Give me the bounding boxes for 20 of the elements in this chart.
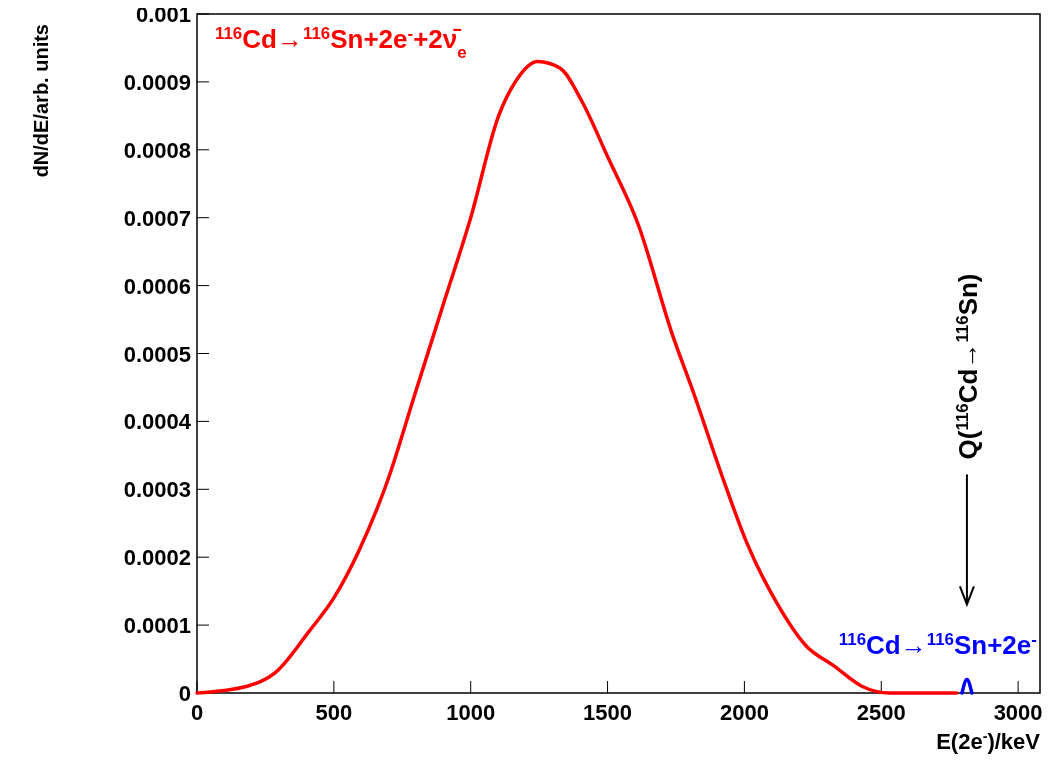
y-tick-label: 0.0004 bbox=[123, 409, 192, 435]
x-tick-label: 500 bbox=[315, 700, 353, 725]
x-tick-label: 2500 bbox=[856, 700, 906, 725]
x-tick-label: 1500 bbox=[583, 700, 633, 725]
x-tick-label: 3000 bbox=[993, 700, 1043, 725]
y-tick-label: 0 bbox=[178, 681, 191, 706]
x-axis-title: E(2e$^{-}$)/keV bbox=[936, 728, 1041, 754]
y-tick-label: 0.0002 bbox=[123, 545, 191, 571]
y-tick-label: 0.0005 bbox=[123, 341, 191, 367]
y-tick-label: 0.0003 bbox=[123, 477, 191, 503]
y-tick-label: 0.0007 bbox=[123, 205, 191, 231]
y-tick-label: 0.0009 bbox=[123, 69, 191, 95]
text: $^{116}$Cd→$^{116}$Sn+2e$^{-}$+2ν̄$_{e}$ bbox=[215, 23, 467, 62]
x-tick-label: 1000 bbox=[446, 700, 496, 725]
x-tick-label: 2000 bbox=[719, 700, 769, 725]
y-tick-label: 0.0001 bbox=[123, 613, 191, 639]
y-tick-label: 0.0006 bbox=[123, 273, 191, 299]
y-tick-label: 0.0008 bbox=[123, 137, 191, 163]
series-label: $^{116}$Cd→$^{116}$Sn+2e$^{-}$ bbox=[838, 629, 1037, 661]
y-axis-title: dN/dE/arb. units bbox=[30, 24, 52, 178]
